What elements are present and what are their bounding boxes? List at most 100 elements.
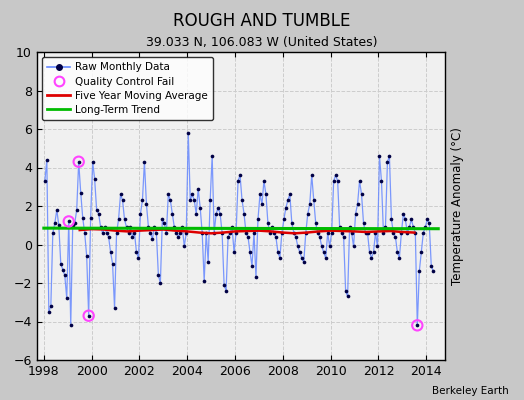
Point (363, 230, 372, 236)
Point (64, 218, 73, 225)
Point (194, 186, 202, 192)
Point (389, 230, 398, 236)
Point (352, 210, 360, 217)
Point (262, 191, 270, 198)
Point (96, 224, 105, 230)
Point (266, 230, 274, 236)
Point (140, 158, 149, 165)
Point (226, 230, 234, 236)
Text: Berkeley Earth: Berkeley Earth (432, 386, 508, 396)
Point (238, 197, 246, 204)
Point (403, 230, 411, 236)
Point (99, 230, 107, 236)
Point (242, 230, 250, 236)
Point (59, 266, 67, 273)
Point (303, 210, 312, 217)
Point (419, 230, 428, 236)
Point (89, 158, 97, 165)
Point (385, 153, 394, 159)
Point (200, 278, 209, 284)
Point (254, 216, 262, 223)
Point (162, 230, 170, 236)
Point (375, 153, 384, 159)
Point (144, 224, 152, 230)
Point (362, 230, 370, 236)
Point (192, 210, 200, 217)
Point (411, 230, 420, 236)
Point (401, 216, 410, 223)
Point (240, 210, 248, 217)
Point (54, 222, 63, 228)
Point (104, 234, 113, 240)
Point (399, 210, 408, 217)
Point (154, 272, 162, 278)
Point (81, 230, 89, 236)
Point (234, 178, 242, 184)
Point (268, 224, 276, 230)
Text: ROUGH AND TUMBLE: ROUGH AND TUMBLE (173, 12, 351, 30)
Point (77, 189, 85, 196)
Point (150, 224, 159, 230)
Point (312, 220, 320, 226)
Point (335, 224, 344, 230)
Point (417, 249, 425, 255)
Point (45, 309, 53, 315)
Point (276, 255, 284, 261)
Point (305, 201, 314, 207)
Point (130, 230, 139, 236)
Point (164, 191, 172, 198)
Point (353, 201, 362, 207)
Point (367, 255, 376, 261)
Point (250, 230, 258, 236)
Point (132, 249, 140, 255)
Point (320, 249, 328, 255)
Point (148, 236, 157, 242)
Point (381, 224, 390, 230)
Point (232, 230, 241, 236)
Point (325, 243, 334, 250)
Point (166, 197, 174, 204)
Point (413, 322, 421, 328)
Point (328, 230, 336, 236)
Point (106, 249, 115, 255)
Point (41, 178, 49, 184)
Point (310, 197, 318, 204)
Point (308, 172, 316, 178)
Point (52, 207, 61, 213)
Point (84, 312, 93, 319)
Point (315, 234, 324, 240)
Point (118, 197, 127, 204)
Point (168, 210, 177, 217)
Point (323, 230, 332, 236)
Point (121, 216, 129, 223)
Point (282, 205, 290, 211)
Point (425, 220, 433, 226)
Point (86, 214, 95, 221)
Point (372, 230, 380, 236)
Point (218, 230, 226, 236)
Point (318, 243, 326, 250)
Point (258, 201, 266, 207)
Point (122, 224, 130, 230)
Point (293, 243, 302, 250)
Point (350, 243, 358, 250)
Point (202, 230, 210, 236)
Point (198, 230, 206, 236)
Point (413, 322, 421, 328)
Point (170, 224, 179, 230)
Point (343, 293, 352, 300)
Point (124, 230, 133, 236)
Point (196, 205, 204, 211)
Point (128, 234, 137, 240)
Point (393, 249, 401, 255)
Point (342, 288, 350, 294)
Point (69, 222, 77, 228)
Point (62, 295, 71, 302)
Point (345, 224, 354, 230)
Point (333, 178, 342, 184)
Point (61, 272, 69, 278)
Point (407, 216, 416, 223)
Point (214, 205, 222, 211)
Point (79, 214, 87, 221)
Point (126, 224, 135, 230)
